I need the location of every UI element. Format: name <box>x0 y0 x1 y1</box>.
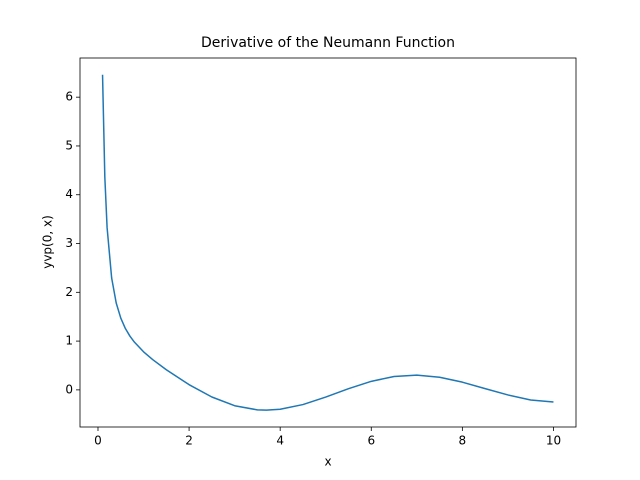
x-tick-label: 2 <box>185 434 193 448</box>
x-tick-label: 10 <box>546 434 561 448</box>
y-tick-label: 1 <box>65 334 73 348</box>
y-tick-label: 6 <box>65 90 73 104</box>
y-axis-label: yvp(0, x) <box>41 215 55 269</box>
plot-frame <box>79 57 577 428</box>
x-tick-label: 0 <box>94 434 102 448</box>
x-tick-label: 4 <box>276 434 284 448</box>
chart-title: Derivative of the Neumann Function <box>201 35 455 51</box>
x-axis-label: x <box>324 455 331 469</box>
y-tick-label: 2 <box>65 285 73 299</box>
y-tick-label: 5 <box>65 138 73 152</box>
x-tick-label: 8 <box>459 434 467 448</box>
y-tick-label: 4 <box>65 187 73 201</box>
y-tick-label: 0 <box>65 382 73 396</box>
data-line <box>101 74 554 411</box>
x-tick-label: 6 <box>367 434 375 448</box>
y-tick-label: 3 <box>65 236 73 250</box>
